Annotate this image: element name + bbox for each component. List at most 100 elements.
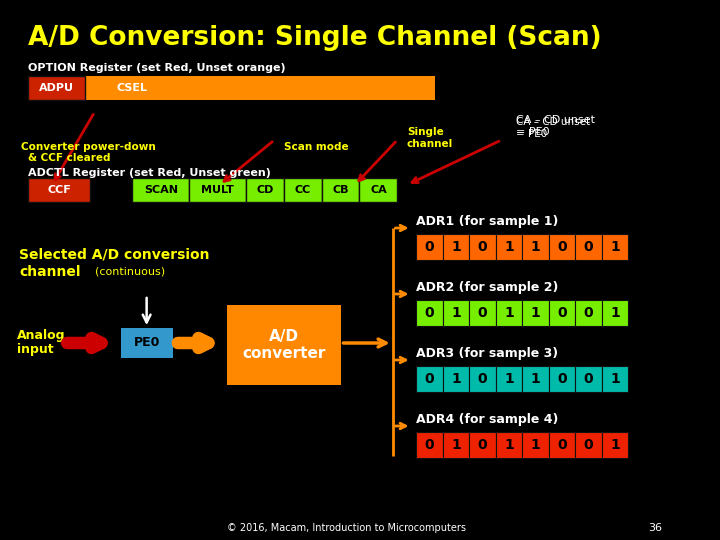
Text: 1: 1	[610, 306, 620, 320]
Text: CB: CB	[333, 185, 348, 195]
Bar	[469, 300, 495, 326]
Text: (continuous): (continuous)	[94, 267, 165, 277]
Text: A/D
converter: A/D converter	[242, 329, 325, 361]
Text: 1: 1	[531, 306, 540, 320]
Text: input: input	[17, 343, 54, 356]
Bar	[522, 300, 549, 326]
Text: 0: 0	[477, 306, 487, 320]
Bar	[575, 300, 602, 326]
Bar	[549, 432, 575, 458]
Bar	[602, 366, 628, 392]
Text: 1: 1	[531, 240, 540, 254]
Bar	[227, 305, 341, 385]
Bar	[495, 432, 522, 458]
Text: 0: 0	[584, 240, 593, 254]
Text: Converter power-down: Converter power-down	[21, 142, 156, 152]
Text: 0: 0	[584, 438, 593, 452]
Bar	[28, 178, 90, 202]
Text: 0: 0	[477, 372, 487, 386]
Bar	[284, 178, 322, 202]
Text: CA – CD unset
= PE0: CA – CD unset = PE0	[516, 117, 590, 139]
Text: 0: 0	[477, 438, 487, 452]
Text: 36: 36	[648, 523, 662, 533]
Text: CD: CD	[256, 185, 274, 195]
Text: 1: 1	[504, 306, 514, 320]
Text: ADCTL Register (set Red, Unset green): ADCTL Register (set Red, Unset green)	[28, 168, 271, 178]
Bar	[443, 300, 469, 326]
Bar	[575, 234, 602, 260]
Text: 1: 1	[451, 372, 461, 386]
Text: ADR3 (for sample 3): ADR3 (for sample 3)	[416, 348, 559, 361]
Bar	[416, 432, 443, 458]
Text: CA – CD unset
= PE0: CA – CD unset = PE0	[516, 115, 595, 137]
Text: 0: 0	[584, 372, 593, 386]
Text: 1: 1	[451, 306, 461, 320]
Text: 1: 1	[610, 240, 620, 254]
Text: 0: 0	[425, 438, 434, 452]
Bar	[602, 432, 628, 458]
Text: CSEL: CSEL	[117, 83, 148, 93]
Bar	[443, 432, 469, 458]
Text: PE0: PE0	[134, 336, 161, 349]
Text: 0: 0	[557, 372, 567, 386]
Text: 1: 1	[504, 240, 514, 254]
Text: CA: CA	[370, 185, 387, 195]
Bar	[189, 178, 246, 202]
Bar	[416, 366, 443, 392]
Text: & CCF cleared: & CCF cleared	[28, 153, 111, 163]
Bar	[522, 432, 549, 458]
Text: ADPU: ADPU	[40, 83, 74, 93]
Text: 0: 0	[557, 240, 567, 254]
Bar	[602, 234, 628, 260]
Bar	[469, 234, 495, 260]
Text: 0: 0	[477, 240, 487, 254]
Bar	[121, 328, 173, 358]
Text: 1: 1	[610, 438, 620, 452]
Text: Selected A/D conversion: Selected A/D conversion	[19, 248, 210, 262]
Text: 0: 0	[584, 306, 593, 320]
Text: MULT: MULT	[201, 185, 234, 195]
Bar	[443, 234, 469, 260]
Text: © 2016, Macam, Introduction to Microcomputers: © 2016, Macam, Introduction to Microcomp…	[227, 523, 466, 533]
Text: 0: 0	[425, 306, 434, 320]
Text: 0: 0	[557, 306, 567, 320]
Text: Single
channel: Single channel	[407, 127, 453, 149]
Bar	[575, 366, 602, 392]
Text: channel: channel	[19, 265, 81, 279]
Bar	[575, 432, 602, 458]
Bar	[416, 300, 443, 326]
Text: 1: 1	[504, 438, 514, 452]
Bar	[495, 366, 522, 392]
Text: CC: CC	[294, 185, 311, 195]
Text: 1: 1	[610, 372, 620, 386]
Text: 0: 0	[425, 240, 434, 254]
Bar	[495, 300, 522, 326]
Text: Analog: Analog	[17, 328, 66, 341]
Text: 1: 1	[531, 438, 540, 452]
Text: Scan mode: Scan mode	[284, 142, 348, 152]
Bar	[322, 178, 359, 202]
Text: 1: 1	[504, 372, 514, 386]
Bar	[495, 234, 522, 260]
Bar	[28, 76, 435, 100]
Bar	[443, 366, 469, 392]
Bar	[602, 300, 628, 326]
Text: A/D Conversion: Single Channel (Scan): A/D Conversion: Single Channel (Scan)	[28, 25, 602, 51]
Text: SCAN: SCAN	[144, 185, 178, 195]
Bar	[522, 234, 549, 260]
Bar	[549, 300, 575, 326]
Text: CCF: CCF	[48, 185, 71, 195]
Bar	[469, 366, 495, 392]
Bar	[28, 76, 85, 100]
Bar	[469, 432, 495, 458]
Bar	[549, 234, 575, 260]
Text: 0: 0	[425, 372, 434, 386]
Bar	[246, 178, 284, 202]
Text: 1: 1	[531, 372, 540, 386]
Bar	[359, 178, 397, 202]
Text: ADR1 (for sample 1): ADR1 (for sample 1)	[416, 215, 559, 228]
Text: 1: 1	[451, 240, 461, 254]
Text: 1: 1	[451, 438, 461, 452]
Text: ADR2 (for sample 2): ADR2 (for sample 2)	[416, 281, 559, 294]
Text: OPTION Register (set Red, Unset orange): OPTION Register (set Red, Unset orange)	[28, 63, 286, 73]
